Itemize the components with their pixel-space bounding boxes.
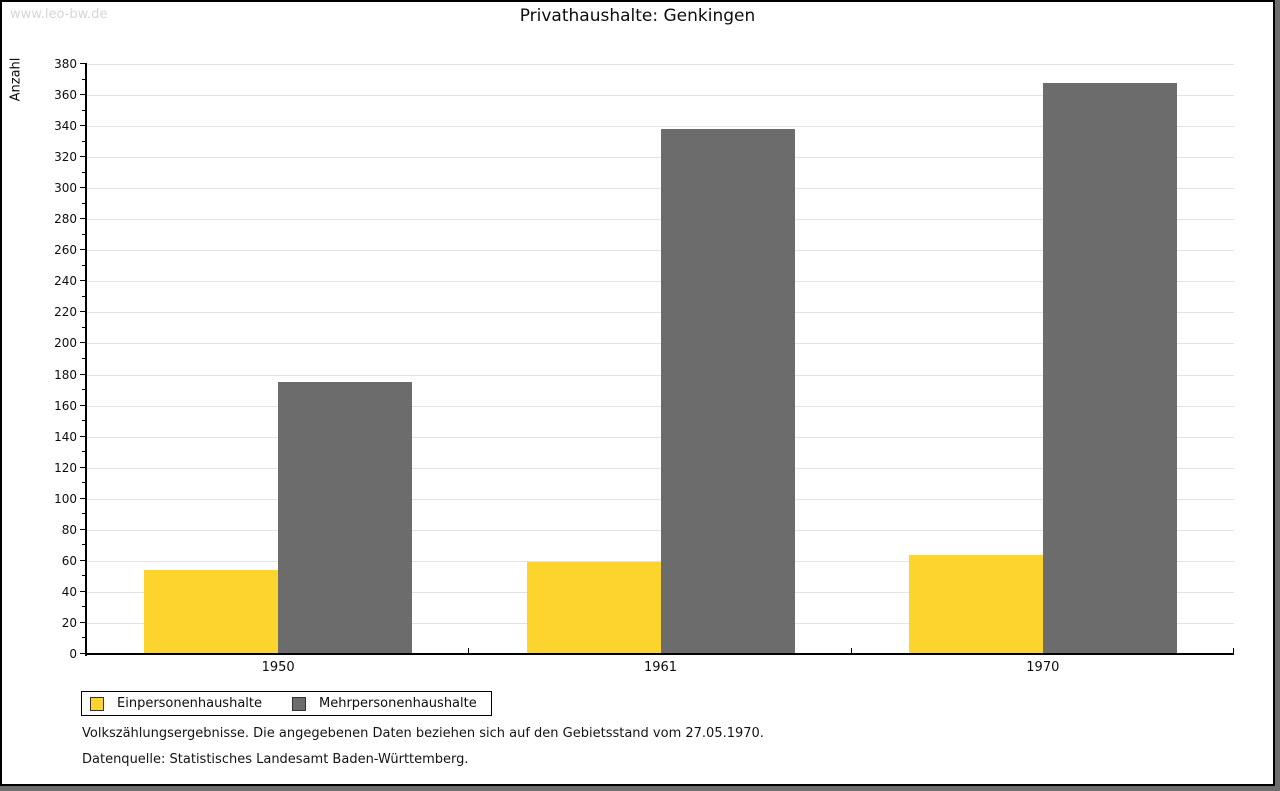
gridline-y-340 — [87, 126, 1234, 128]
x-boundary-tick-1 — [468, 648, 470, 654]
bar-einpersonenhaushalte-1961 — [526, 562, 661, 654]
footnote-data-source: Datenquelle: Statistisches Landesamt Bad… — [82, 752, 469, 767]
x-boundary-tick-3 — [1233, 648, 1234, 654]
y-axis-line — [85, 64, 87, 656]
legend-label: Einpersonenhaushalte — [117, 696, 262, 711]
y-minor-tick-250 — [82, 264, 87, 266]
y-tick-label-300: 300 — [54, 181, 77, 196]
y-tick-label-380: 380 — [54, 57, 77, 71]
y-major-tick-200 — [80, 342, 87, 344]
y-tick-label-280: 280 — [54, 212, 77, 227]
y-major-tick-80 — [80, 528, 87, 530]
legend-item-einpersonenhaushalte: Einpersonenhaushalte — [90, 696, 262, 711]
gridline-y-360 — [87, 95, 1234, 97]
bar-mehrpersonenhaushalte-1950 — [278, 382, 413, 654]
legend-box: Einpersonenhaushalte Mehrpersonenhaushal… — [81, 691, 492, 716]
y-major-tick-280 — [80, 218, 87, 220]
legend-label: Mehrpersonenhaushalte — [319, 696, 477, 711]
y-major-tick-100 — [80, 497, 87, 499]
y-major-tick-140 — [80, 435, 87, 437]
y-axis-title: Anzahl — [8, 57, 24, 102]
y-major-tick-260 — [80, 249, 87, 251]
x-tick-label-1950: 1950 — [261, 660, 295, 675]
y-tick-label-360: 360 — [54, 88, 77, 103]
plot-area — [87, 64, 1234, 654]
y-major-tick-320 — [80, 156, 87, 158]
chart-title: Privathaushalte: Genkingen — [519, 6, 756, 26]
y-minor-tick-370 — [82, 78, 87, 80]
y-minor-tick-50 — [82, 575, 87, 577]
y-minor-tick-30 — [82, 606, 87, 608]
y-major-tick-160 — [80, 404, 87, 406]
legend-swatch-gray — [292, 696, 306, 711]
y-tick-label-260: 260 — [54, 243, 77, 258]
y-major-tick-180 — [80, 373, 87, 375]
x-tick-label-1961: 1961 — [643, 660, 678, 675]
legend-item-mehrpersonenhaushalte: Mehrpersonenhaushalte — [292, 696, 477, 711]
y-major-tick-300 — [80, 187, 87, 189]
y-minor-tick-10 — [82, 637, 87, 639]
y-tick-label-80: 80 — [61, 522, 77, 537]
y-tick-label-100: 100 — [54, 491, 77, 506]
y-major-tick-0 — [80, 653, 87, 654]
y-major-tick-120 — [80, 466, 87, 468]
y-minor-tick-90 — [82, 513, 87, 515]
y-major-tick-240 — [80, 280, 87, 282]
y-tick-label-60: 60 — [61, 553, 77, 568]
y-minor-tick-70 — [82, 544, 87, 546]
y-major-tick-360 — [80, 94, 87, 96]
x-axis-line — [85, 653, 1234, 655]
x-tick-label-1970: 1970 — [1026, 660, 1060, 675]
bar-einpersonenhaushalte-1950 — [144, 570, 279, 654]
y-major-tick-340 — [80, 125, 87, 127]
x-boundary-tick-2 — [850, 648, 852, 654]
y-major-tick-60 — [80, 559, 87, 561]
y-major-tick-380 — [80, 63, 87, 64]
y-tick-label-320: 320 — [54, 150, 77, 165]
watermark-url: www.leo-bw.de — [10, 7, 108, 22]
y-tick-label-40: 40 — [61, 584, 77, 599]
y-tick-label-0: 0 — [69, 647, 77, 661]
y-tick-label-200: 200 — [54, 336, 77, 351]
y-minor-tick-130 — [82, 451, 87, 453]
y-minor-tick-230 — [82, 295, 87, 297]
y-minor-tick-190 — [82, 358, 87, 359]
y-minor-tick-270 — [82, 233, 87, 235]
y-minor-tick-170 — [82, 389, 87, 391]
y-minor-tick-330 — [82, 140, 87, 142]
y-minor-tick-150 — [82, 420, 87, 422]
y-major-tick-220 — [80, 311, 87, 313]
y-tick-label-220: 220 — [54, 305, 77, 320]
footnote-source-note: Volkszählungsergebnisse. Die angegebenen… — [82, 726, 764, 741]
y-tick-label-240: 240 — [54, 274, 77, 289]
y-minor-tick-210 — [82, 326, 87, 328]
y-tick-label-180: 180 — [54, 367, 77, 382]
y-tick-label-120: 120 — [54, 460, 77, 475]
y-tick-label-140: 140 — [54, 429, 77, 444]
bar-einpersonenhaushalte-1970 — [908, 554, 1043, 654]
y-minor-tick-110 — [82, 482, 87, 484]
y-minor-tick-290 — [82, 202, 87, 204]
y-minor-tick-310 — [82, 171, 87, 173]
y-minor-tick-350 — [82, 109, 87, 111]
y-tick-label-340: 340 — [54, 119, 77, 134]
gridline-y-380 — [87, 64, 1234, 65]
y-tick-label-160: 160 — [54, 398, 77, 413]
bar-mehrpersonenhaushalte-1970 — [1042, 82, 1177, 654]
y-major-tick-40 — [80, 590, 87, 592]
legend-swatch-yellow — [90, 696, 104, 711]
y-tick-label-20: 20 — [61, 615, 77, 630]
bar-mehrpersonenhaushalte-1961 — [660, 129, 795, 654]
y-major-tick-20 — [80, 621, 87, 623]
